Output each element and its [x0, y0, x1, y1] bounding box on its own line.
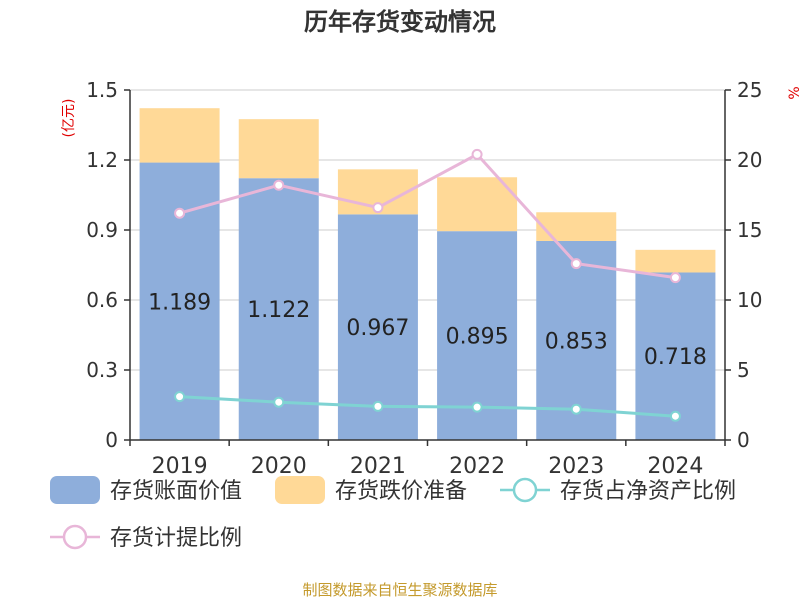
axis-layer: 0 0.3 0.6 0.9 1.2 1.5 0 5 10 15 20 25 2019 2020 2021 20…	[86, 78, 762, 479]
chart-title: 历年存货变动情况	[304, 8, 496, 36]
x-tick-label: 2023	[548, 454, 604, 479]
bar-layer	[139, 108, 716, 441]
bar-segment	[139, 108, 220, 163]
legend-swatch	[275, 476, 325, 504]
right-tick-label: 15	[737, 218, 762, 242]
right-tick-label: 5	[737, 358, 750, 382]
left-tick-label: 0.6	[86, 288, 118, 312]
label-layer: 1.189 1.122 0.967 0.895 0.853 0.718	[148, 290, 707, 370]
right-tick-label: 20	[737, 148, 762, 172]
left-axis-unit: (亿元)	[61, 99, 77, 138]
x-tick-label: 2021	[350, 454, 406, 479]
left-tick-label: 0	[105, 428, 118, 452]
right-tick-label: 10	[737, 288, 762, 312]
left-tick-label: 1.2	[86, 148, 118, 172]
source-note: 制图数据来自恒生聚源数据库	[302, 581, 497, 599]
series-point	[471, 401, 483, 413]
series-point	[372, 400, 384, 412]
legend-label: 存货计提比例	[110, 526, 242, 551]
bar-value-label: 0.853	[545, 329, 608, 354]
series-point	[174, 207, 186, 219]
bar-segment	[238, 119, 319, 179]
series-point	[669, 272, 681, 284]
legend-marker	[62, 524, 88, 550]
bar-value-label: 1.122	[247, 298, 310, 323]
bar-segment	[437, 177, 518, 232]
legend-label: 存货跌价准备	[335, 479, 467, 504]
line-layer	[174, 148, 681, 422]
left-tick-label: 1.5	[86, 78, 118, 102]
left-tick-label: 0.9	[86, 218, 118, 242]
x-tick-label: 2024	[647, 454, 703, 479]
legend-swatch	[50, 476, 100, 504]
right-axis-unit: %	[787, 86, 800, 99]
series-point	[669, 410, 681, 422]
right-tick-label: 0	[737, 428, 750, 452]
bar-value-label: 0.967	[346, 316, 409, 341]
series-point	[372, 202, 384, 214]
series-point	[273, 396, 285, 408]
series-point	[471, 148, 483, 160]
x-tick-label: 2019	[152, 454, 208, 479]
bar-segment	[536, 212, 617, 241]
series-line	[179, 395, 676, 418]
x-tick-label: 2020	[251, 454, 307, 479]
series-point	[273, 179, 285, 191]
legend-label: 存货占净资产比例	[560, 479, 736, 504]
series-line	[179, 152, 676, 280]
left-tick-label: 0.3	[86, 358, 118, 382]
legend-marker	[512, 477, 538, 503]
series-point	[570, 258, 582, 270]
bar-segment	[238, 178, 319, 440]
x-tick-label: 2022	[449, 454, 505, 479]
bar-value-label: 1.189	[148, 290, 211, 315]
series-point	[174, 391, 186, 403]
bar-value-label: 0.895	[446, 325, 509, 350]
series-point	[570, 403, 582, 415]
bar-segment	[635, 249, 716, 273]
bar-value-label: 0.718	[644, 345, 707, 370]
right-tick-label: 25	[737, 78, 762, 102]
legend-label: 存货账面价值	[110, 479, 242, 504]
